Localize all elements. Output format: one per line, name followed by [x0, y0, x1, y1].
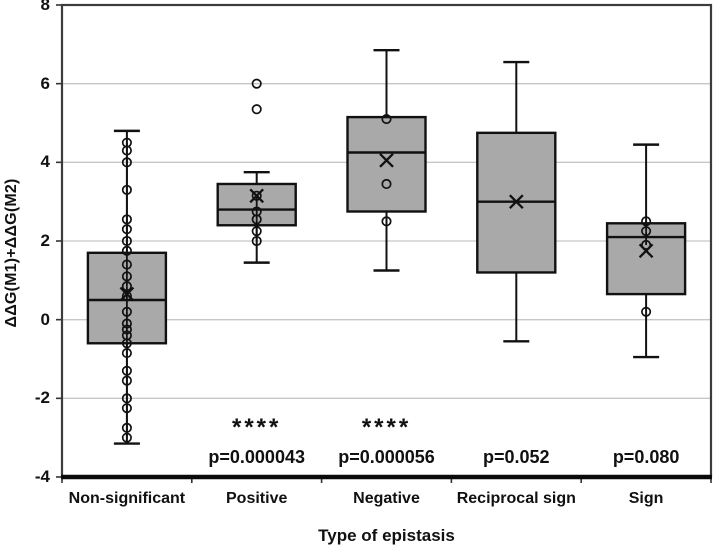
data-point [121, 318, 132, 329]
data-point [641, 216, 652, 227]
data-point [121, 259, 132, 270]
y-tick-label: 0 [40, 309, 50, 329]
significance-stars: **** [232, 414, 282, 441]
mean-x-marker [508, 194, 524, 209]
category-label: Sign [628, 490, 664, 507]
y-tick-label: 6 [40, 73, 50, 93]
mean-x-marker [638, 243, 654, 259]
y-axis-title: ΔΔG(M1)+ΔΔG(M2) [3, 178, 20, 328]
data-point [121, 338, 132, 349]
p-value-label: p=0.052 [483, 447, 550, 467]
mean-x-marker [119, 286, 135, 302]
y-tick-label: 8 [40, 0, 50, 14]
p-value-label: p=0.000056 [338, 447, 435, 467]
box [346, 115, 427, 213]
data-point [121, 432, 132, 443]
data-point [251, 235, 262, 247]
y-tick-label: 4 [40, 152, 50, 172]
p-value-label: p=0.080 [612, 447, 680, 467]
mean-x-marker [249, 188, 265, 204]
data-point [121, 214, 132, 225]
p-value-label: p=0.000043 [208, 447, 305, 467]
data-point [121, 365, 132, 376]
data-point [641, 306, 652, 317]
data-point [121, 145, 132, 156]
category-label: Non-significant [68, 490, 186, 507]
data-point [251, 226, 262, 237]
data-point [121, 184, 132, 195]
mean-x-marker [379, 153, 394, 168]
y-tick-label: 2 [40, 231, 50, 250]
data-point [251, 78, 262, 89]
data-point [381, 114, 392, 125]
data-point [251, 214, 262, 225]
data-point [121, 324, 132, 335]
data-point [121, 291, 132, 302]
data-point [121, 393, 132, 404]
data-point [121, 235, 132, 247]
data-point [251, 104, 262, 115]
y-tick-label: -4 [34, 467, 50, 486]
x-axis-title: Type of epistasis [318, 526, 455, 545]
data-point [121, 271, 132, 282]
data-point [121, 306, 132, 317]
data-point [121, 281, 132, 292]
significance-stars: **** [361, 414, 412, 441]
data-point [121, 157, 132, 168]
data-point [121, 422, 132, 433]
category-label: Positive [226, 490, 288, 507]
data-point [121, 245, 132, 256]
category-label: Negative [353, 490, 420, 507]
data-point [641, 239, 652, 250]
data-point [121, 375, 132, 386]
category-label: Reciprocal sign [456, 490, 576, 507]
data-point [381, 178, 392, 190]
data-point [121, 403, 132, 414]
data-point [121, 348, 132, 359]
data-point [641, 226, 652, 237]
data-point [251, 190, 262, 201]
data-point [121, 224, 132, 235]
y-tick-label: -2 [34, 388, 50, 408]
data-point [381, 216, 392, 227]
